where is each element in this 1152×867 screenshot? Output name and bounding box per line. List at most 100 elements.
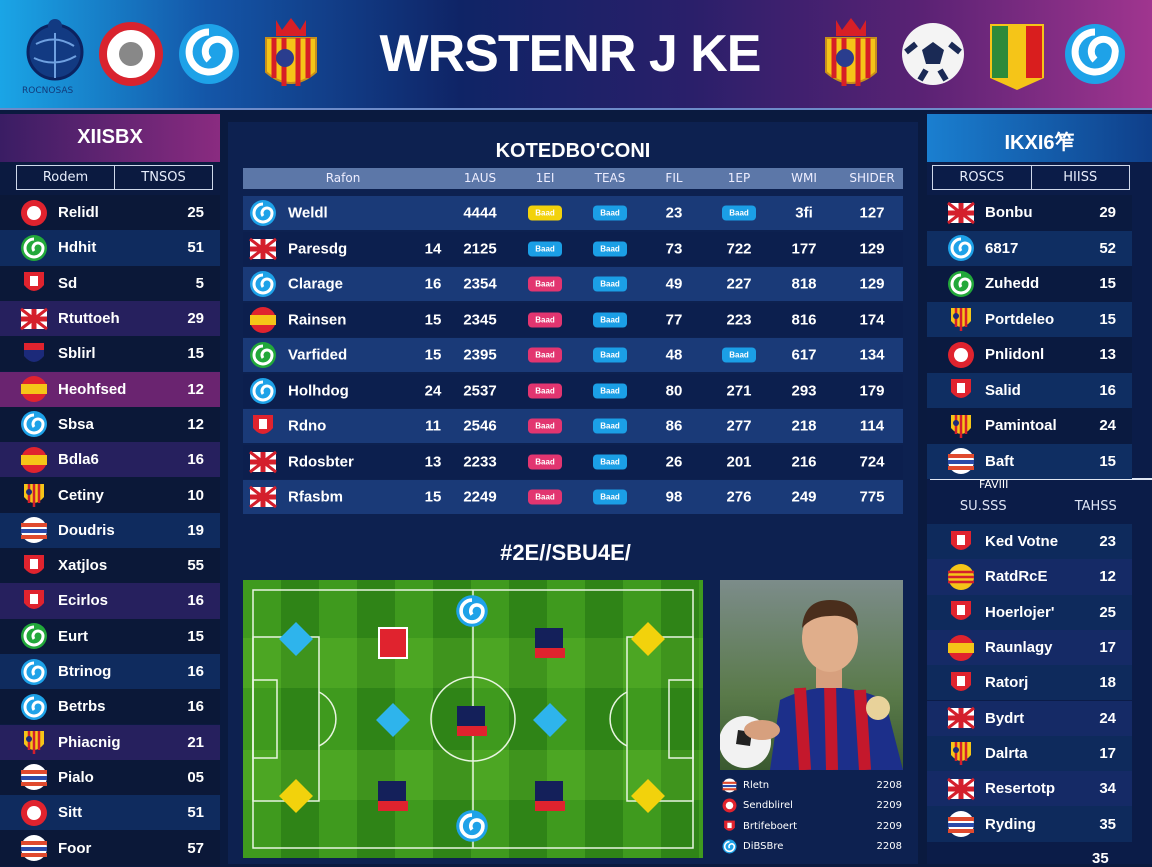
column-header[interactable]: TEAS: [595, 171, 626, 185]
status-badge[interactable]: Baad: [593, 241, 627, 256]
column-header[interactable]: SU.SSS: [927, 492, 1040, 522]
status-badge[interactable]: Baad: [593, 454, 627, 469]
column-header[interactable]: HIISS: [1031, 166, 1130, 189]
column-header[interactable]: Rafon: [326, 171, 361, 185]
status-badge[interactable]: Baad: [528, 348, 562, 363]
player-marker-diamond-blue[interactable]: [381, 708, 405, 732]
column-header[interactable]: 1EP: [728, 171, 750, 185]
player-marker-card-navy[interactable]: [535, 628, 565, 658]
status-badge[interactable]: Baad: [722, 206, 756, 221]
team-name: Sblirl: [58, 345, 164, 362]
standings-row[interactable]: Hoerlojer'25: [927, 595, 1132, 630]
status-badge[interactable]: Baad: [593, 490, 627, 505]
status-badge[interactable]: Baad: [528, 206, 562, 221]
status-badge[interactable]: Baad: [528, 454, 562, 469]
status-badge[interactable]: Baad: [593, 206, 627, 221]
column-header[interactable]: SHIDER: [849, 171, 894, 185]
catalan-shield-icon: [947, 305, 975, 333]
status-badge[interactable]: Baad: [528, 419, 562, 434]
status-badge[interactable]: Baad: [593, 312, 627, 327]
status-badge[interactable]: Baad: [593, 383, 627, 398]
shield-red-icon: [947, 669, 975, 697]
status-badge[interactable]: Baad: [528, 241, 562, 256]
column-header[interactable]: TNSOS: [114, 166, 212, 189]
status-badge[interactable]: Baad: [593, 277, 627, 292]
player-marker-card-navy[interactable]: [535, 781, 565, 811]
player-marker-card-navy[interactable]: [378, 781, 408, 811]
player-marker-diamond-yellow[interactable]: [636, 784, 660, 808]
status-badge[interactable]: Baad: [528, 277, 562, 292]
player-marker-diamond-yellow[interactable]: [284, 784, 308, 808]
player-marker-ball-spiral[interactable]: [455, 809, 489, 843]
column-header[interactable]: Rodem: [17, 166, 114, 189]
team-value: 24: [1076, 417, 1116, 434]
player-marker-diamond-blue[interactable]: [538, 708, 562, 732]
player-marker-card-red[interactable]: [378, 627, 408, 659]
player-marker-diamond-yellow[interactable]: [636, 627, 660, 651]
player-marker-ball-spiral[interactable]: [455, 594, 489, 628]
player-marker-diamond-blue[interactable]: [284, 627, 308, 651]
column-header[interactable]: TAHSS: [1040, 492, 1152, 522]
status-badge[interactable]: Baad: [593, 419, 627, 434]
column-header[interactable]: 1EI: [536, 171, 555, 185]
column-header[interactable]: 1AUS: [464, 171, 496, 185]
player-marker-card-navy[interactable]: [457, 706, 487, 736]
column-header[interactable]: ROSCS: [933, 166, 1031, 189]
status-badge[interactable]: Baad: [528, 383, 562, 398]
column-header[interactable]: WMI: [791, 171, 817, 185]
status-badge[interactable]: Baad: [722, 348, 756, 363]
status-badge[interactable]: Baad: [593, 348, 627, 363]
status-badge[interactable]: Baad: [528, 312, 562, 327]
column-header[interactable]: FIL: [665, 171, 682, 185]
status-badge[interactable]: Baad: [528, 490, 562, 505]
